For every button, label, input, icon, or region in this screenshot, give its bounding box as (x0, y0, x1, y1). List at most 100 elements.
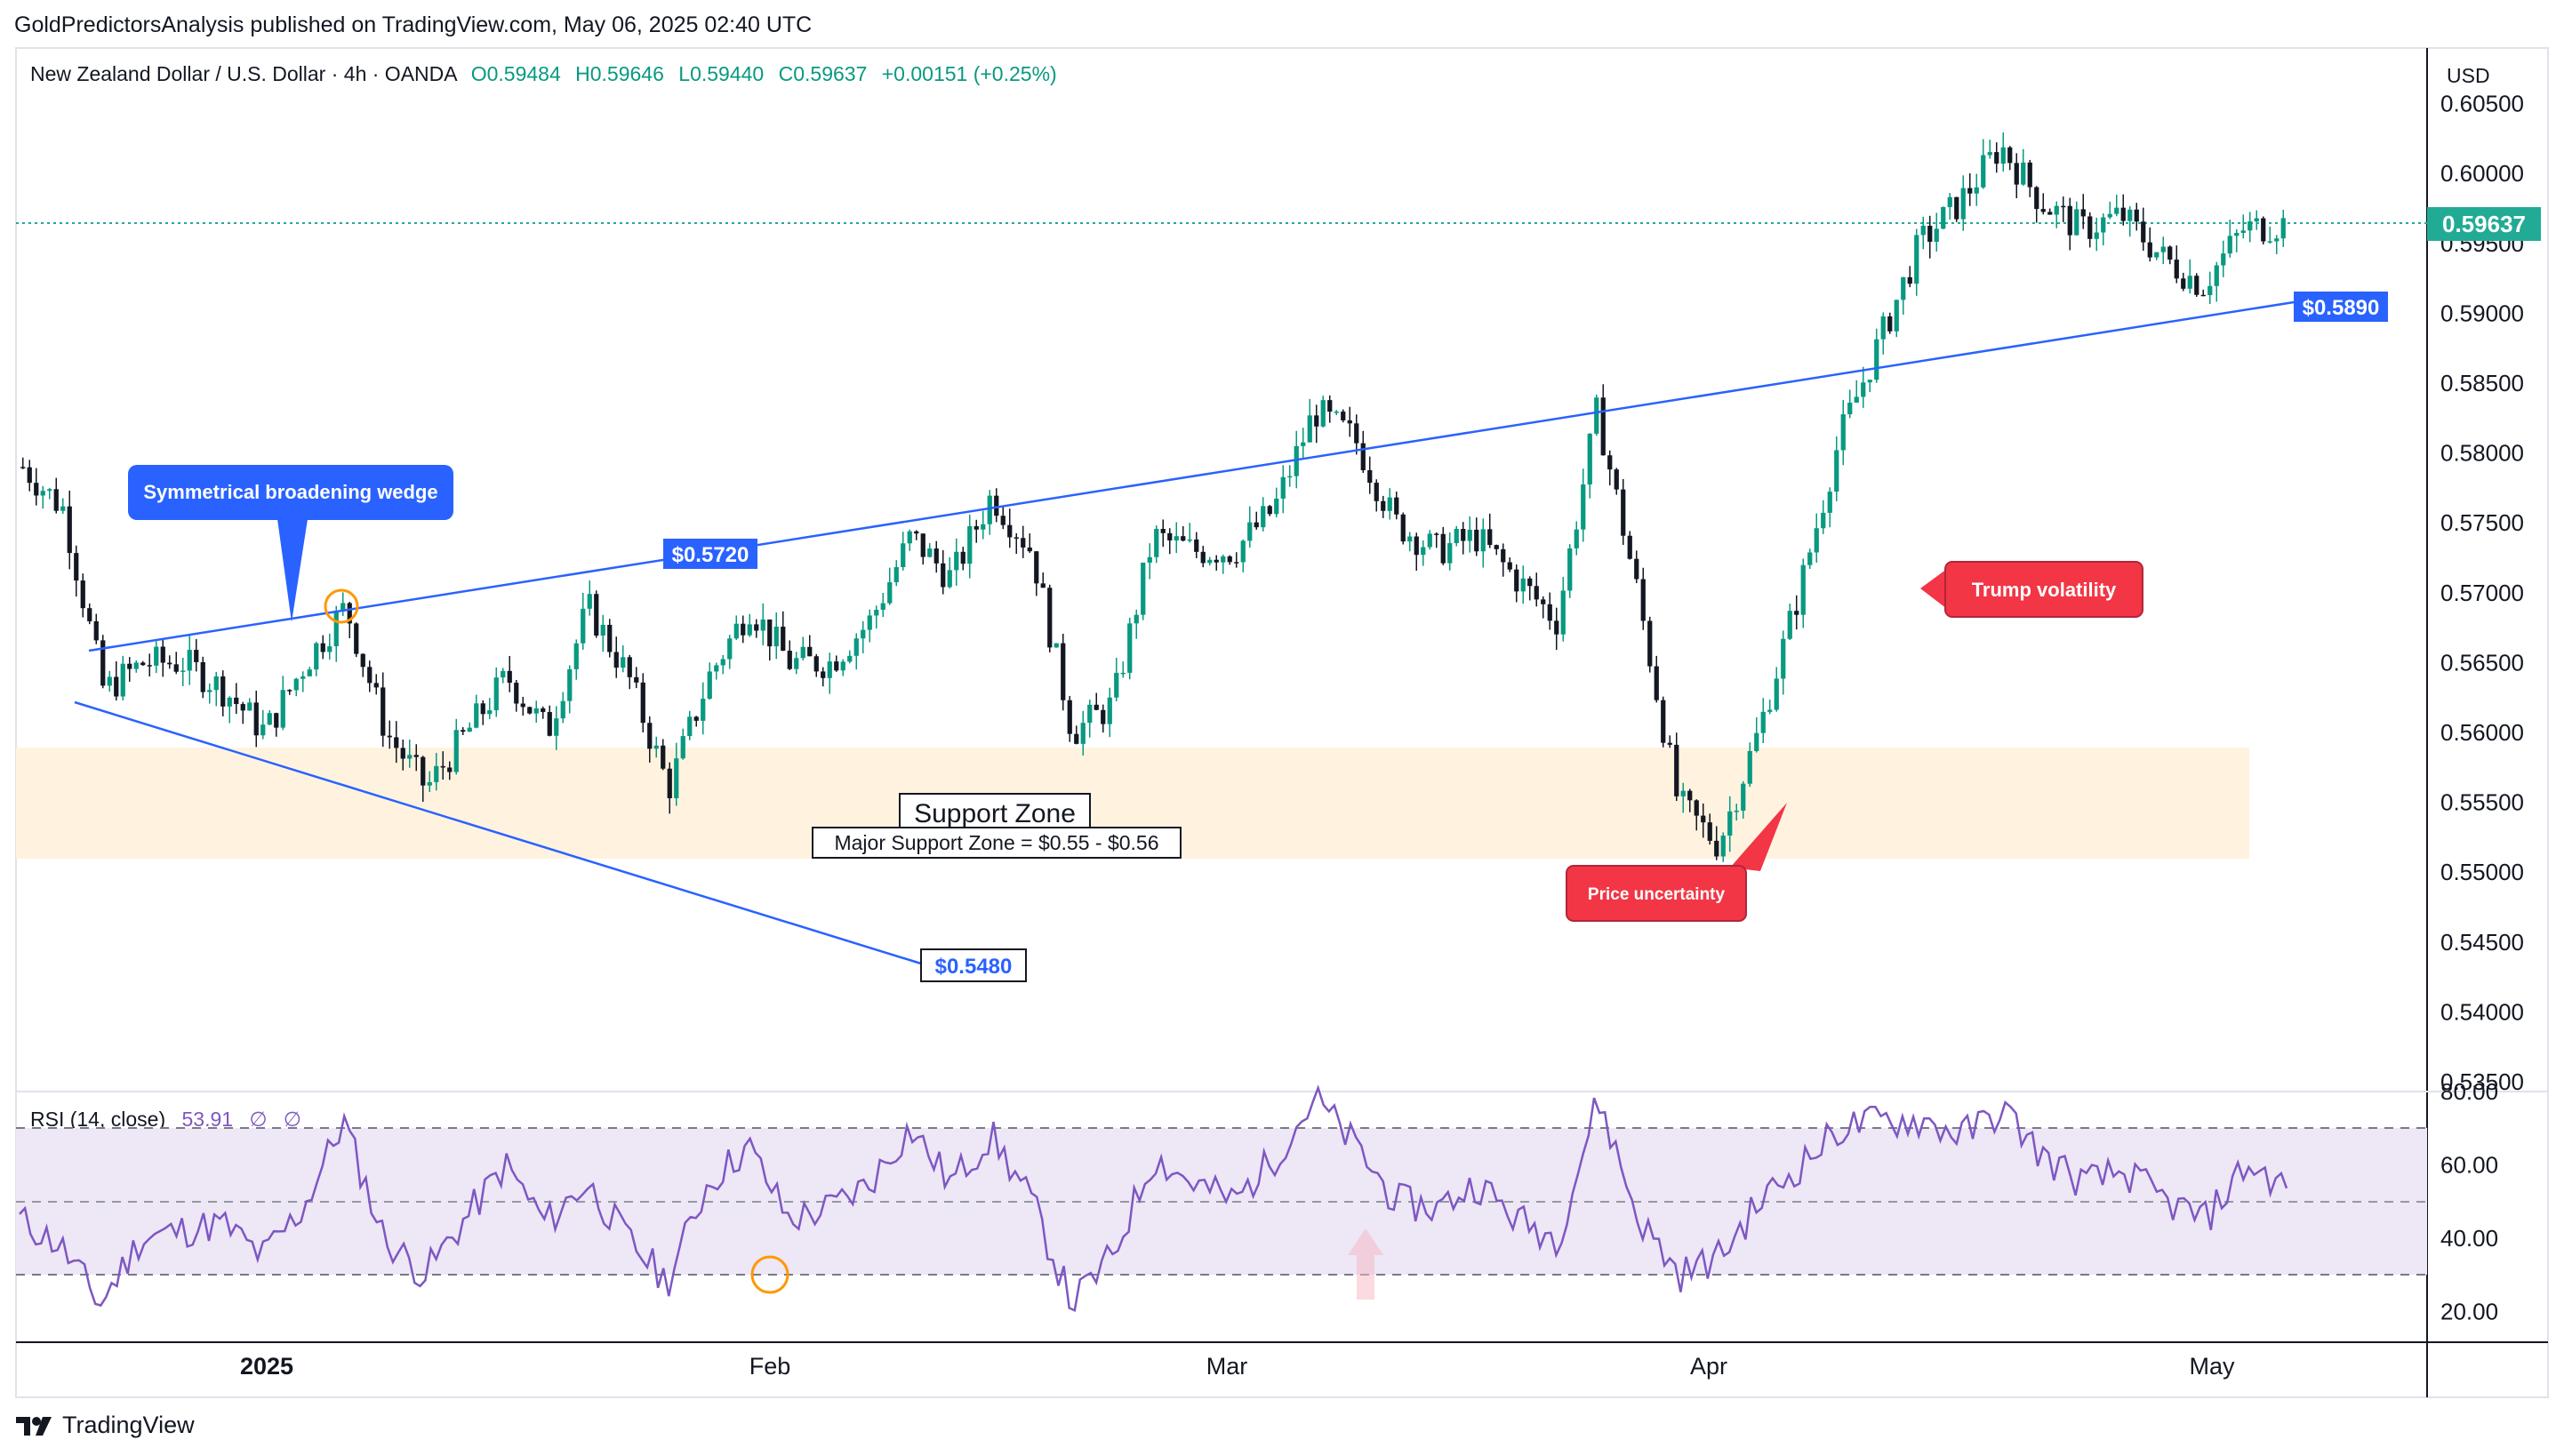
candle-body (1594, 397, 1599, 434)
candle-body (760, 619, 765, 631)
candle-body (1907, 276, 1912, 284)
candle-body (1334, 412, 1339, 413)
wedge-callout[interactable]: Symmetrical broadening wedge (128, 465, 453, 622)
candle-body (60, 506, 66, 511)
time-axis[interactable]: 2025 Feb Mar Apr May (240, 1353, 2235, 1380)
legend-high: H0.59646 (575, 62, 664, 85)
candle-body (1587, 433, 1592, 485)
candle-body (1687, 790, 1693, 801)
candle-body (147, 665, 152, 667)
candle-body (1727, 811, 1733, 836)
candle-body (541, 708, 546, 713)
candle-body (733, 623, 739, 639)
candle-body (47, 489, 52, 492)
candle-body (1974, 187, 1979, 194)
candle-body (2074, 209, 2079, 236)
level-5480-tag[interactable]: $0.5480 (920, 948, 1027, 982)
candle-body (1067, 700, 1072, 734)
candle-body (1480, 529, 1486, 552)
candle-body (687, 716, 693, 737)
candle-body (1647, 620, 1653, 667)
rsi-axis[interactable]: 80.00 60.00 40.00 20.00 (2440, 1078, 2498, 1325)
tradingview-brand[interactable]: TradingView (16, 1412, 195, 1439)
trump-volatility-callout[interactable]: Trump volatility (1920, 561, 2143, 618)
candle-body (327, 646, 333, 652)
candle-body (1640, 579, 1646, 621)
candle-body (247, 702, 252, 711)
candle-body (2027, 162, 2032, 188)
candle-body (1381, 500, 1386, 511)
candle-body (907, 531, 912, 544)
candle-body (720, 659, 725, 666)
candle-body (813, 656, 819, 672)
support-zone-detail: Major Support Zone = $0.55 - $0.56 (834, 831, 1158, 854)
support-zone-detail-box[interactable]: Major Support Zone = $0.55 - $0.56 (812, 827, 1182, 859)
candle-body (1160, 528, 1166, 533)
wedge-upper-trendline[interactable] (88, 300, 2295, 652)
candle-body (547, 712, 552, 736)
candle-body (1240, 540, 1246, 563)
candle-body (1627, 535, 1632, 559)
symbol-description[interactable]: New Zealand Dollar / U.S. Dollar · 4h · … (30, 62, 457, 85)
candle-body (1621, 489, 1626, 536)
candle-body (1134, 614, 1139, 624)
candle-body (320, 643, 325, 652)
candle-body (2221, 253, 2226, 266)
rsi-tick-label: 80.00 (2440, 1078, 2498, 1105)
candle-body (1694, 800, 1699, 816)
price-tick-label: 0.56500 (2440, 649, 2524, 676)
candle-body (2240, 230, 2246, 234)
candle-body (1501, 548, 1506, 563)
candle-body (1427, 533, 1432, 548)
price-axis[interactable]: 0.53500 0.54000 0.54500 0.55000 0.55500 0.560… (2440, 91, 2524, 1095)
level-5890-text: $0.5890 (2303, 296, 2380, 320)
candle-body (367, 667, 373, 684)
last-price-label[interactable]: 0.59637 (2427, 207, 2541, 241)
candle-body (154, 646, 159, 666)
candle-body (2101, 217, 2106, 233)
candle-body (1127, 623, 1133, 673)
candle-body (2120, 207, 2126, 221)
candle-body (527, 707, 533, 714)
candle-body (1274, 498, 1279, 515)
level-5720-tag[interactable]: $0.5720 (663, 539, 757, 569)
candle-body (954, 551, 959, 571)
candle-body (1581, 484, 1586, 530)
candle-body (333, 611, 339, 647)
candle-body (474, 703, 479, 728)
candle-body (394, 737, 399, 748)
candle-body (1461, 528, 1466, 541)
candle-body (1467, 529, 1472, 541)
candle-body (421, 756, 426, 786)
currency-label[interactable]: USD (2447, 64, 2490, 87)
candlestick-series[interactable] (20, 132, 2286, 862)
wedge-lower-trendline[interactable] (74, 700, 922, 965)
rsi-legend-label[interactable]: RSI (14, close) (30, 1108, 166, 1131)
candle-body (1021, 538, 1026, 548)
level-5890-tag[interactable]: $0.5890 (2294, 292, 2388, 322)
candle-body (93, 620, 99, 641)
candle-body (1954, 196, 1959, 220)
candle-body (1947, 196, 1952, 207)
candle-body (1307, 415, 1312, 443)
candle-body (1301, 442, 1306, 446)
candle-body (1787, 611, 1792, 639)
rsi-line[interactable] (19, 1084, 2288, 1313)
candle-body (1741, 783, 1746, 811)
candle-body (1054, 643, 1059, 648)
candle-body (173, 664, 179, 672)
candle-body (27, 467, 32, 484)
support-zone-title-box[interactable]: Support Zone (899, 793, 1091, 830)
candle-body (480, 703, 485, 715)
candle-body (507, 670, 512, 684)
candle-body (280, 690, 285, 728)
candle-body (2021, 162, 2026, 185)
candle-body (1000, 516, 1006, 525)
candle-body (260, 724, 266, 736)
candle-body (1254, 522, 1259, 528)
candle-body (387, 735, 392, 738)
price-tick-label: 0.57000 (2440, 580, 2524, 606)
price-uncertainty-callout[interactable]: Price uncertainty (1566, 803, 1787, 922)
candle-body (2254, 218, 2259, 222)
